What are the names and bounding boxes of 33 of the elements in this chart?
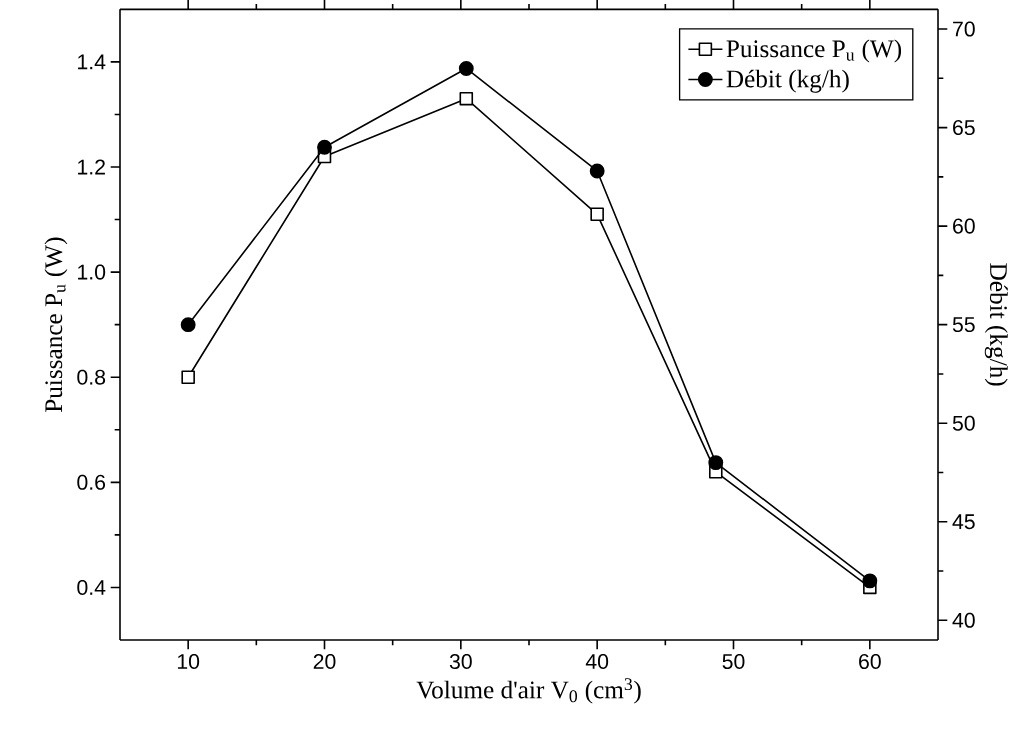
y-tick-label: 0.4 [77,579,106,595]
x-tick-label: 40 [585,654,609,670]
x-tick-label: 20 [313,654,336,670]
x-axis-title: Volume d'air V$_{0}$ (cm$^{3}$) [416,678,641,704]
x-tick-label: 10 [177,654,200,670]
y2-tick-label: 55 [952,317,975,333]
y2-axis-title: Débit (kg/h) [984,263,1008,386]
point [180,317,196,333]
x-tick-label: 60 [859,654,881,670]
y2-tick-label: 70 [953,21,975,37]
y-tick-label: 0.8 [77,369,106,385]
point [590,207,604,222]
point [459,91,474,106]
point [317,139,332,155]
point [181,370,195,384]
legend-label: Puissance P$_{u}$ (W) [726,39,902,63]
point [589,163,605,179]
legend-label: Débit (kg/h) [726,69,849,93]
x-tick-label: 30 [449,654,472,670]
y-tick-label: 0.6 [77,474,106,490]
y-axis-title: Puissance P$_{u}$ (W) [44,237,68,413]
y-tick-label: 1.4 [78,54,106,70]
x-tick-label: 50 [722,654,745,670]
y2-tick-label: 40 [952,612,975,628]
point [862,573,878,589]
y2-tick-label: 60 [953,218,975,234]
point [458,61,474,76]
point [708,455,724,471]
y2-tick-label: 65 [953,120,975,136]
y2-tick-label: 50 [952,415,975,431]
y-tick-label: 1.0 [78,264,106,280]
y2-tick-label: 45 [952,514,975,530]
y-tick-label: 1.2 [78,159,105,175]
